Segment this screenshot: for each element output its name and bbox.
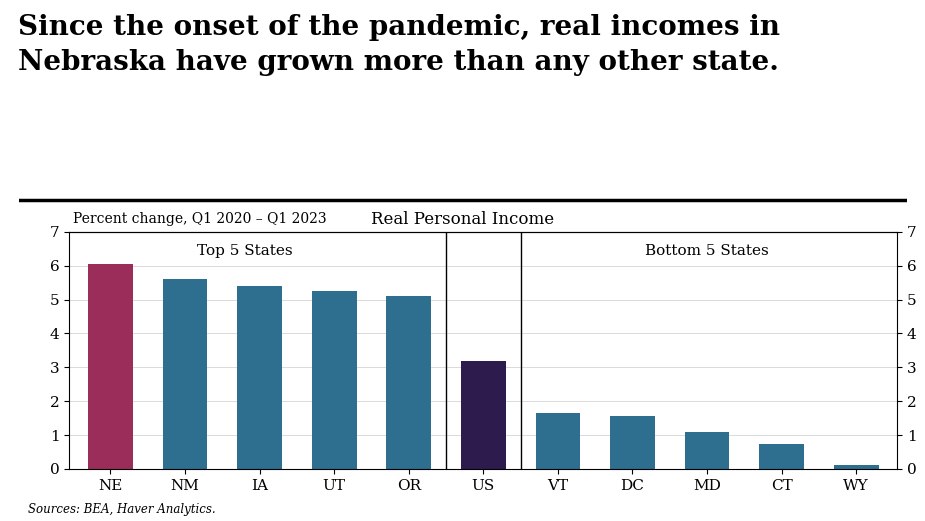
Text: Real Personal Income: Real Personal Income [371,211,554,228]
Bar [163,279,207,469]
Bar [461,361,506,469]
Bar [387,296,431,469]
Text: Bottom 5 States: Bottom 5 States [645,244,769,258]
Bar [88,264,133,469]
Bar [759,443,804,469]
Text: Since the onset of the pandemic, real incomes in
Nebraska have grown more than a: Since the onset of the pandemic, real in… [18,15,781,76]
Bar [237,286,282,469]
Text: Top 5 States: Top 5 States [197,244,292,258]
Text: Sources: BEA, Haver Analytics.: Sources: BEA, Haver Analytics. [28,503,216,516]
Bar [684,431,730,469]
Text: Percent change, Q1 2020 – Q1 2023: Percent change, Q1 2020 – Q1 2023 [73,212,327,226]
Bar [312,291,356,469]
Bar [610,416,655,469]
Bar [536,413,580,469]
Bar [833,465,879,469]
